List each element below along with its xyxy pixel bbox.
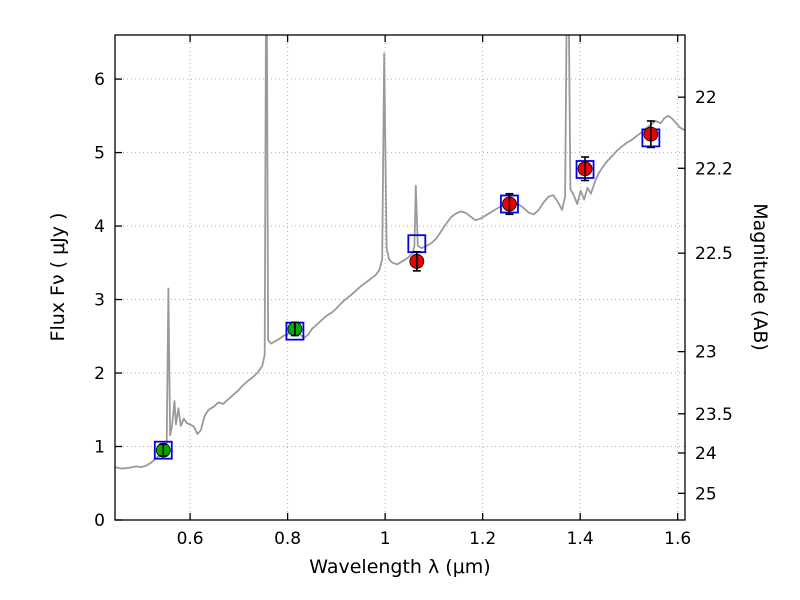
y-tick-label-left: 5 [94,144,105,164]
x-tick-label: 1.4 [567,529,594,549]
y-tick-label-right: 25 [695,484,717,504]
x-tick-label: 0.6 [177,529,204,549]
y-tick-label-left: 3 [94,291,105,311]
y-tick-label-left: 0 [94,511,105,531]
y-tick-label-left: 2 [94,364,105,384]
x-tick-label: 1 [380,529,391,549]
y-tick-label-left: 4 [94,217,105,237]
x-tick-label: 1.2 [469,529,496,549]
x-tick-label: 1.6 [664,529,691,549]
y-tick-label-right: 22.5 [695,244,733,264]
y-tick-label-right: 23.5 [695,405,733,425]
x-axis-label: Wavelength λ (μm) [309,556,491,578]
model-spectrum-line [115,35,685,470]
y-tick-label-right: 22 [695,88,717,108]
y-tick-label-left: 1 [94,438,105,458]
y-tick-label-left: 6 [94,70,105,90]
y-axis-label-left: Flux Fν ( μJy ) [47,212,69,342]
y-tick-label-right: 23 [695,343,717,363]
y-axis-label-right: Magnitude (AB) [749,203,771,351]
y-tick-label-right: 24 [695,444,717,464]
x-tick-label: 0.8 [274,529,301,549]
plot-frame [114,34,686,521]
y-tick-label-right: 22.2 [695,159,733,179]
model-photometry-square [153,440,173,460]
